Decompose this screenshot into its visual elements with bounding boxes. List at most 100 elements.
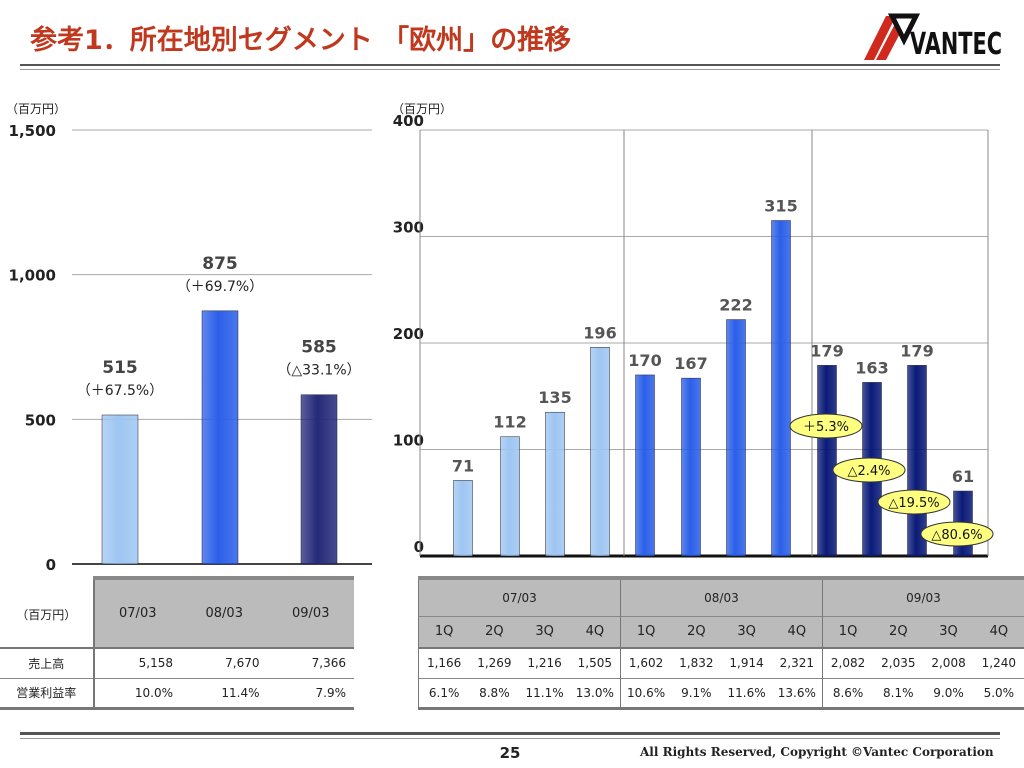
value-label: 315 [764,197,797,216]
right-data-table: 07/03 08/03 09/03 1Q 2Q 3Q 4Q 1Q 2Q 3Q 4Q 1Q 2Q 3Q… [418,576,1024,710]
quarter-header: 1Q [821,615,874,648]
table-cell: 10.0% [93,677,181,710]
left-table-header: 07/03 [93,576,181,648]
change-callout [920,521,994,547]
bar [907,365,927,557]
table-cell: 1,240 [973,647,1024,678]
bar [681,377,701,557]
table-cell: 1,832 [671,647,722,678]
header-rule [20,64,1000,66]
bar [101,414,139,565]
callout-label: ＋5.3% [803,420,849,435]
y-tick-label: 500 [25,411,56,429]
callout-label: △80.6% [931,528,982,543]
quarter-header: 3Q [923,615,974,648]
table-cell: 6.1% [418,677,470,710]
callout-label: △19.5% [888,496,939,511]
bar [726,319,746,557]
y-tick-label: 0 [414,538,424,556]
footer-rule-thin [20,738,1000,739]
table-cell: 7.9% [267,677,354,710]
row-label-margin: 営業利益率 [0,677,95,710]
left-chart-unit: （百万円） [6,102,67,116]
bar [590,347,610,557]
row-label-sales: 売上高 [0,647,95,678]
value-label: 163 [855,358,888,377]
table-cell: 9.0% [923,677,974,710]
table-cell: 2,321 [771,647,823,678]
value-label: 167 [674,354,707,373]
left-table-header: 08/03 [181,576,268,648]
table-cell: 2,082 [821,647,874,678]
table-cell: 5.0% [973,677,1024,710]
bar [300,394,338,565]
table-cell: 10.6% [619,677,672,710]
table-cell: 1,602 [619,647,672,678]
value-label: 196 [583,323,616,342]
value-label: 179 [810,341,843,360]
year-header: 09/03 [822,576,1024,616]
y-tick-label: 100 [393,432,424,450]
bar [771,220,791,557]
right-bar-chart: 0 100 200 300 400 71 112 135 196 170 167 222 315 179 1… [393,112,994,558]
bar [817,365,837,557]
quarter-header: 4Q [973,615,1024,648]
table-cell: 11.6% [721,677,772,710]
logo-text: VANTEC [910,27,1002,62]
value-label: 135 [538,388,571,407]
value-label: 585 [301,338,337,358]
header-rule-thin [20,69,1000,70]
table-cell: 1,216 [519,647,570,678]
value-label: 875 [202,254,238,274]
value-label: 515 [102,358,138,378]
left-table-header: 09/03 [267,576,354,648]
left-data-table: （百万円） 07/03 08/03 09/03 売上高 5,158 7,670 … [0,576,354,710]
page-title: 参考1．所在地別セグメント 「欧州」の推移 [30,25,572,56]
quarter-header: 1Q [619,615,672,648]
table-cell: 7,670 [181,647,268,678]
value-label: 170 [628,351,661,370]
footer-rule [20,732,1000,735]
table-cell: 2,008 [923,647,974,678]
page-number: 25 [499,744,521,762]
table-cell: 13.0% [569,677,621,710]
y-tick-label: 1,000 [9,267,56,285]
change-callout [832,457,906,483]
change-callout [877,489,951,515]
table-cell: 1,166 [418,647,470,678]
table-cell: 11.4% [181,677,268,710]
year-header: 08/03 [620,576,823,616]
quarter-header: 3Q [721,615,772,648]
quarter-header: 4Q [569,615,621,648]
table-cell: 1,914 [721,647,772,678]
table-cell: 5,158 [93,647,181,678]
table-cell: 7,366 [267,647,354,678]
change-label: （＋67.5%） [77,383,163,399]
value-label: 112 [493,413,526,432]
change-callout [789,413,863,439]
table-cell: 2,035 [873,647,924,678]
value-label: 179 [900,341,933,360]
quarter-header: 2Q [671,615,722,648]
table-cell: 8.8% [469,677,520,710]
quarter-header: 2Q [873,615,924,648]
bar [635,374,655,557]
value-label: 61 [952,467,974,486]
change-label: （△33.1%） [277,363,360,379]
table-cell: 9.1% [671,677,722,710]
copyright-text: All Rights Reserved, Copyright ©Vantec C… [640,745,994,759]
quarter-header: 4Q [771,615,823,648]
table-cell: 1,505 [569,647,621,678]
y-tick-label: 0 [46,556,56,574]
left-bar-chart: 0 500 1,000 1,500 515 （＋67.5%） 875 （＋69.7%） 585 （… [9,122,372,574]
bar [545,411,565,557]
quarter-header: 2Q [469,615,520,648]
change-label: （＋69.7%） [177,279,263,295]
table-cell: 11.1% [519,677,570,710]
bar [453,480,473,557]
y-tick-label: 400 [393,112,424,130]
table-cell: 13.6% [771,677,823,710]
y-tick-label: 200 [393,325,424,343]
quarter-header: 1Q [418,615,470,648]
bar [201,310,239,565]
